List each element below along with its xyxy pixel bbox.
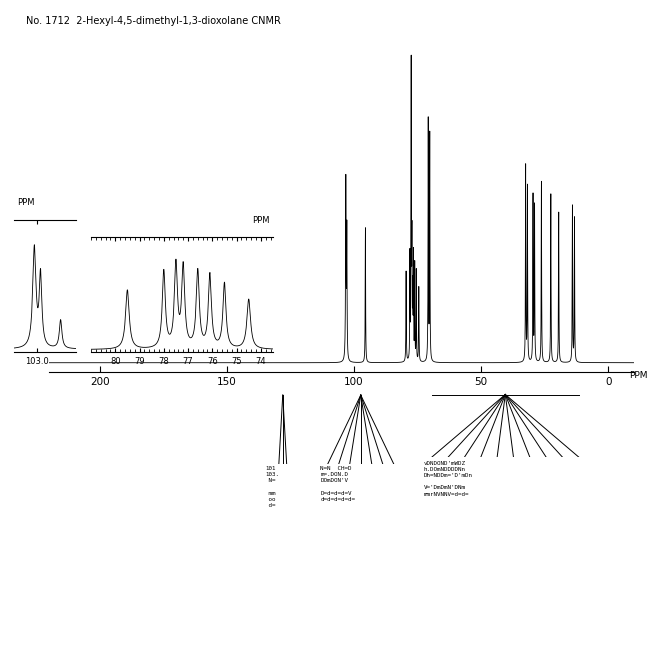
Text: PPM: PPM	[629, 371, 647, 380]
Text: vDNDOND'mWDZ
h.DOmNDDDDNn
Dh=NDDm='D'mDn

V='DmDmN'DNm
mmrNVNNV=d=d=: vDNDOND'mWDZ h.DOmNDDDDNn Dh=NDDm='D'mDn…	[424, 461, 473, 497]
Text: N=N  CH=D
m=.DON.D
DOmDON'V

D=d=d=d=V
d=d=d=d=d=: N=N CH=D m=.DON.D DOmDON'V D=d=d=d=V d=d…	[320, 466, 356, 502]
Text: PPM: PPM	[252, 216, 269, 225]
Text: No. 1712  2-Hexyl-4,5-dimethyl-1,3-dioxolane CNMR: No. 1712 2-Hexyl-4,5-dimethyl-1,3-dioxol…	[26, 16, 281, 26]
Text: PPM: PPM	[18, 198, 35, 207]
Text: 101
103.
 N=

 mm
 oo
 d=: 101 103. N= mm oo d=	[265, 466, 280, 508]
